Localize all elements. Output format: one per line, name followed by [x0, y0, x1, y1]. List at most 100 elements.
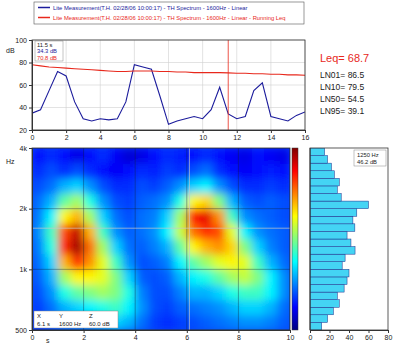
heatmap-cell	[45, 224, 58, 240]
heatmap-cell	[97, 224, 110, 240]
heatmap-cell	[226, 194, 239, 210]
heatmap-cell	[213, 269, 226, 285]
tick-label: 8	[237, 334, 241, 341]
bar	[310, 178, 339, 186]
tick-mark	[349, 330, 350, 333]
heatmap-cell	[187, 284, 200, 300]
bar	[310, 156, 328, 164]
tick: 2	[65, 130, 69, 141]
heatmap-cell	[174, 224, 187, 240]
readout-text: 34.3 dB	[37, 48, 57, 54]
heatmap-cell	[84, 269, 97, 285]
heatmap-cell	[200, 178, 213, 194]
grid-line	[135, 148, 136, 330]
heatmap-cell	[277, 178, 290, 194]
heatmap-cell	[135, 269, 148, 285]
plot-background	[310, 148, 388, 330]
heatmap-cell	[32, 163, 45, 179]
bar	[310, 148, 325, 156]
x-axis-title: s	[46, 337, 50, 344]
grid-line	[134, 40, 135, 130]
heatmap-cell	[71, 224, 84, 240]
heatmap-cell	[200, 254, 213, 270]
heatmap-cell	[264, 300, 277, 315]
heatmap-cell	[97, 209, 110, 225]
legend-label: Lite Measurement(T.H. 02/28/06 10:00:17)…	[53, 15, 286, 21]
tick-mark	[29, 330, 32, 331]
bar	[310, 231, 347, 239]
heatmap-cell	[213, 163, 226, 179]
heatmap-cell	[45, 269, 58, 285]
heatmap-cell	[238, 163, 251, 179]
heatmap-cell	[58, 148, 71, 164]
tick: 10	[287, 330, 295, 341]
heatmap-cell	[277, 209, 290, 225]
heatmap-cell	[58, 163, 71, 179]
heatmap-cell	[122, 178, 135, 194]
heatmap-cell	[148, 284, 161, 300]
heatmap-cell	[109, 239, 122, 255]
heatmap-cell	[32, 178, 45, 194]
heatmap-cell	[174, 148, 187, 164]
cursor-line	[228, 40, 229, 130]
heatmap-cell	[251, 300, 264, 315]
heatmap-cell	[238, 224, 251, 240]
heatmap-cell	[277, 300, 290, 315]
heatmap-cell	[161, 194, 174, 210]
heatmap-cell	[58, 224, 71, 240]
heatmap-cell	[277, 163, 290, 179]
heatmap-cell	[84, 239, 97, 255]
heatmap-cell	[264, 148, 277, 164]
grid-line	[32, 208, 290, 209]
heatmap-cell	[264, 315, 277, 330]
tick: 80	[385, 330, 393, 341]
heatmap-cell	[238, 269, 251, 285]
heatmap-cell	[200, 209, 213, 225]
readout-header: Y	[59, 313, 63, 319]
heatmap-cell	[58, 269, 71, 285]
heatmap-cell	[148, 209, 161, 225]
heatmap-cell	[238, 315, 251, 330]
y-axis-title: dB	[6, 47, 15, 54]
x-axis: 0246810	[31, 330, 295, 341]
heatmap-cell	[174, 178, 187, 194]
axis-line	[33, 131, 306, 134]
heatmap-cell	[32, 284, 45, 300]
heatmap-cell	[71, 148, 84, 164]
heatmap-cell	[200, 148, 213, 164]
heatmap-cell	[71, 284, 84, 300]
tick: 0	[31, 330, 35, 341]
heatmap-cell	[58, 254, 71, 270]
heatmap-cell	[277, 194, 290, 210]
tick: 0	[31, 130, 35, 141]
tick-mark	[29, 85, 32, 86]
heatmap-cell	[32, 148, 45, 164]
heatmap-cell	[97, 194, 110, 210]
bar	[310, 247, 355, 255]
heatmap-cell	[97, 178, 110, 194]
heatmap-cell	[174, 284, 187, 300]
color-bar	[292, 148, 298, 330]
heatmap-cell	[251, 315, 264, 330]
y-axis-title: Hz	[6, 158, 15, 165]
heatmap-cell	[277, 284, 290, 300]
heatmap-cell	[135, 178, 148, 194]
heatmap-cell	[161, 209, 174, 225]
axis-line	[29, 149, 33, 331]
heatmap-cell	[45, 194, 58, 210]
tick-label: 20	[19, 127, 27, 134]
tick-label: 60	[365, 334, 373, 341]
grid-line	[32, 269, 290, 270]
bar	[310, 307, 333, 314]
tick-mark	[238, 330, 239, 333]
tick: 100	[15, 37, 32, 44]
heatmap-cell	[187, 194, 200, 210]
readout-header: X	[37, 313, 41, 319]
bar	[310, 269, 349, 277]
readout-text: 6.1 s	[37, 321, 50, 327]
heatmap-cell	[135, 239, 148, 255]
heatmap-cell	[226, 284, 239, 300]
tick: 12	[233, 130, 241, 141]
plot-area	[310, 148, 369, 330]
axis-line	[311, 331, 389, 334]
